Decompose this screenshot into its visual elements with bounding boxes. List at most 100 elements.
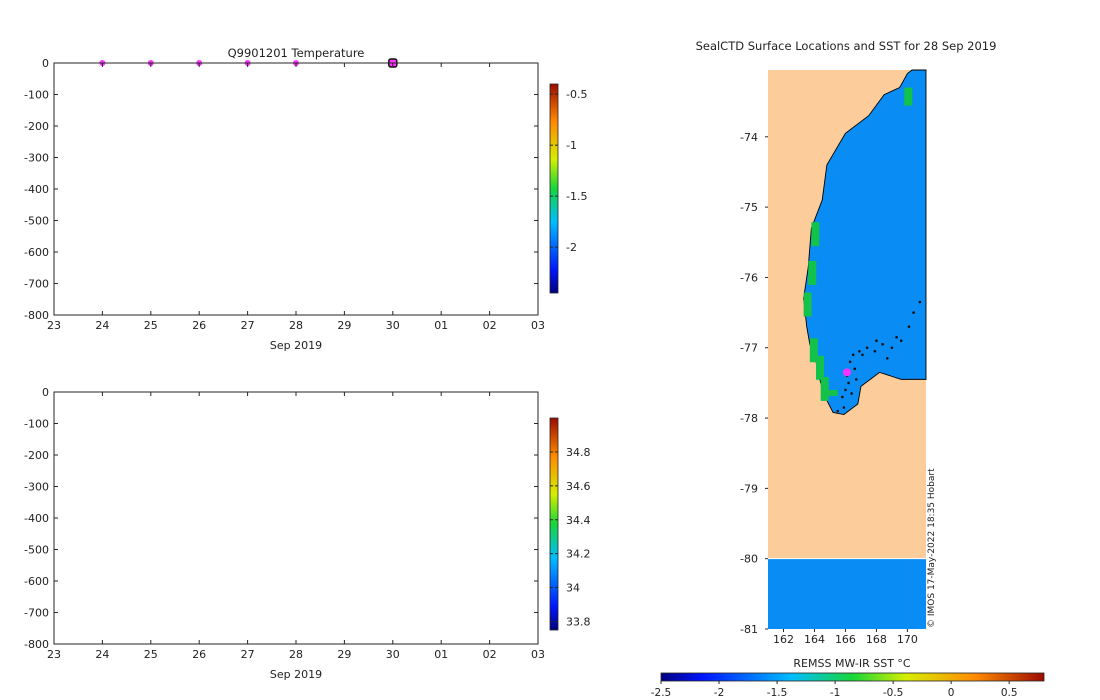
salinity-y-ticks: 0 -100 -200 -300 -400 -500 -600 -700 -800: [24, 386, 538, 651]
map-colorbar: [660, 672, 1045, 682]
map-track-dot: [854, 378, 858, 381]
map-y-tick-label: -75: [740, 201, 758, 214]
salinity-panel: 23 24 25 26 27 28 29 30 01 02 03 0 -100 -200 -300 -400…: [24, 386, 590, 681]
temperature-y-ticks: 0 -100 -200 -300 -400 -500 -600 -700 -800: [24, 57, 538, 322]
sal-y-tick-label: -100: [24, 418, 49, 431]
temp-cb-tick-label: -1: [566, 139, 577, 152]
temp-x-tick-label: 28: [289, 319, 303, 332]
sal-x-tick-label: 24: [95, 648, 109, 661]
map-cb-tick-label: 0.5: [1001, 687, 1018, 699]
map-x-tick-label: 168: [866, 633, 887, 646]
temperature-colorbar: [549, 83, 559, 294]
map-track-dot: [890, 346, 894, 350]
sal-y-tick-label: -700: [24, 607, 49, 620]
temp-y-tick-label: -300: [24, 152, 49, 165]
temp-x-tick-label: 23: [47, 319, 61, 332]
map-cb-tick-label: -1: [830, 687, 840, 699]
map-x-tick-label: 164: [804, 633, 825, 646]
temperature-colorbar-ticks: -0.5 -1 -1.5 -2: [550, 88, 587, 254]
map-track-dot: [861, 353, 864, 357]
map-y-tick-label: -81: [740, 623, 758, 636]
temp-y-tick-label: -400: [24, 183, 49, 196]
sal-y-tick-label: -400: [24, 512, 49, 525]
salinity-x-label: Sep 2019: [270, 668, 322, 681]
temp-x-tick-label: 02: [483, 319, 497, 332]
sal-cb-tick-label: 34.6: [566, 480, 591, 493]
sal-x-tick-label: 23: [47, 648, 61, 661]
temp-cb-tick-label: -0.5: [566, 88, 587, 101]
map-y-tick-label: -78: [740, 412, 758, 425]
temp-x-tick-label: 29: [337, 319, 351, 332]
map-ice-fringe: [823, 389, 838, 396]
map-track-dot: [851, 353, 855, 357]
temp-y-tick-label: -200: [24, 120, 49, 133]
sal-y-tick-label: 0: [42, 386, 49, 399]
temp-cb-tick-label: -1.5: [566, 190, 587, 203]
map-cb-tick-label: -0.5: [883, 687, 904, 699]
temperature-panel: Q9901201 Temperature 23 24 25 26 27 28 29 30 01 0…: [24, 46, 587, 352]
temp-x-tick-label: 26: [192, 319, 206, 332]
map-colorbar-ticks: -2.5 -2 -1.5 -1 -0.5 0 0.5: [651, 681, 1018, 699]
sst-map-panel: SealCTD Surface Locations and SST for 28…: [651, 39, 1045, 699]
map-track-dot: [885, 356, 889, 360]
temperature-axes-frame: [53, 62, 539, 316]
salinity-colorbar-ticks: 34.8 34.6 34.4 34.2 34 33.8: [550, 446, 591, 629]
sal-cb-tick-label: 33.8: [566, 616, 591, 629]
map-y-tick-label: -74: [740, 131, 758, 144]
map-southern-band: [768, 558, 926, 629]
temp-x-tick-label: 24: [95, 319, 109, 332]
sal-cb-tick-label: 34.4: [566, 514, 591, 527]
map-track-dot: [841, 395, 844, 399]
map-track-dot: [836, 409, 840, 413]
temperature-x-ticks: 23 24 25 26 27 28 29 30 01 02 03: [47, 63, 545, 332]
map-track-dot: [865, 346, 869, 350]
salinity-axes-frame: [53, 391, 539, 645]
sal-cb-tick-label: 34.2: [566, 548, 591, 561]
map-ice-fringe: [811, 222, 820, 247]
map-track-dot: [842, 406, 846, 409]
sal-x-tick-label: 28: [289, 648, 303, 661]
map-track-dot: [873, 349, 877, 353]
sal-x-tick-label: 29: [337, 648, 351, 661]
map-cb-tick-label: -2: [714, 687, 724, 699]
sal-cb-tick-label: 34: [566, 582, 580, 595]
temp-x-tick-label: 03: [531, 319, 545, 332]
map-cb-tick-label: -2.5: [651, 687, 672, 699]
temp-x-tick-label: 25: [144, 319, 158, 332]
map-credit: © IMOS 17-May-2022 18:35 Hobart: [927, 468, 937, 628]
map-x-ticks: 162 164 166 168 170: [773, 629, 918, 646]
temperature-title: Q9901201 Temperature: [228, 46, 365, 60]
map-track-dot: [907, 325, 911, 328]
map-current-location-marker: [843, 368, 851, 377]
map-ice-fringe: [808, 260, 817, 285]
temp-y-tick-label: -800: [24, 309, 49, 322]
sal-x-tick-label: 25: [144, 648, 158, 661]
map-cb-tick-label: 0: [948, 687, 955, 699]
sal-x-tick-label: 03: [531, 648, 545, 661]
salinity-colorbar: [549, 417, 559, 631]
map-track-dot: [899, 339, 903, 343]
temp-y-tick-label: 0: [42, 57, 49, 70]
map-ocean-sst: [768, 69, 927, 629]
sal-x-tick-label: 01: [434, 648, 448, 661]
salinity-x-ticks: 23 24 25 26 27 28 29 30 01 02 03: [47, 392, 545, 661]
map-y-tick-label: -80: [740, 553, 758, 566]
map-track-dot: [912, 311, 915, 314]
sal-cb-tick-label: 34.8: [566, 446, 591, 459]
sal-y-tick-label: -500: [24, 544, 49, 557]
map-y-tick-label: -79: [740, 482, 758, 495]
map-x-tick-label: 162: [773, 633, 794, 646]
map-colorbar-label: REMSS MW-IR SST °C: [793, 657, 911, 670]
map-track-dot: [881, 342, 884, 346]
sal-x-tick-label: 30: [386, 648, 400, 661]
map-ice-fringe: [803, 292, 812, 317]
map-track-dot: [844, 388, 847, 392]
temp-x-tick-label: 27: [241, 319, 255, 332]
map-track-dot: [858, 349, 861, 353]
map-track-dot: [850, 392, 853, 395]
temperature-x-label: Sep 2019: [270, 339, 322, 352]
temp-y-tick-label: -100: [24, 89, 49, 102]
map-track-dot: [848, 360, 852, 364]
temp-x-tick-label: 30: [386, 319, 400, 332]
temp-cb-tick-label: -2: [566, 241, 577, 254]
